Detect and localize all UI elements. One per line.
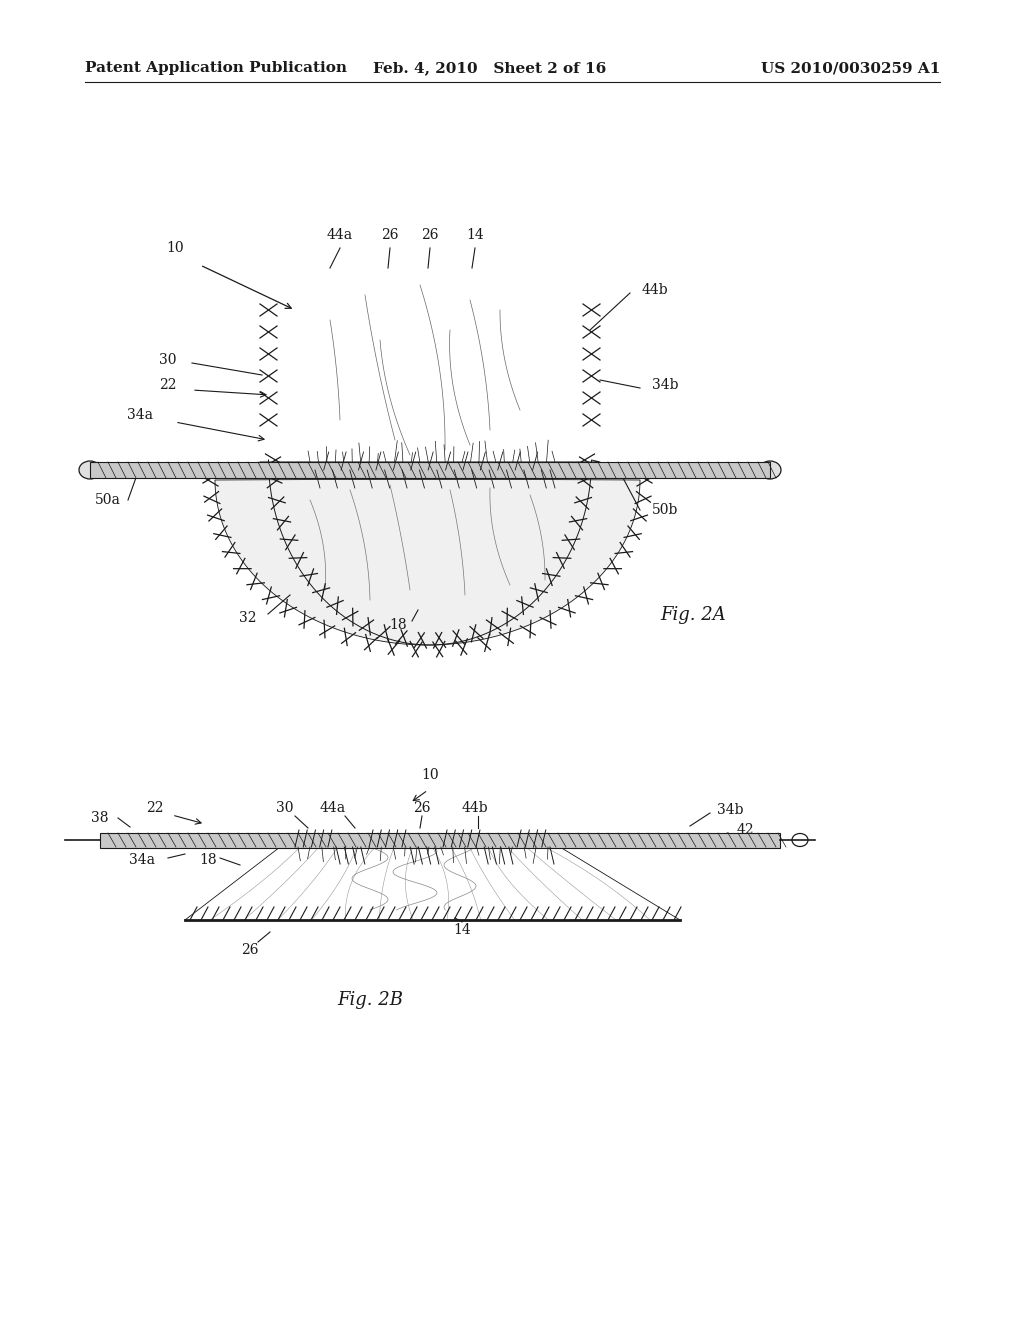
- Text: 26: 26: [381, 228, 398, 242]
- Text: 50a: 50a: [95, 492, 121, 507]
- Text: Feb. 4, 2010   Sheet 2 of 16: Feb. 4, 2010 Sheet 2 of 16: [374, 61, 606, 75]
- Text: 34b: 34b: [651, 378, 678, 392]
- Text: 30: 30: [276, 801, 294, 814]
- Text: 26: 26: [421, 228, 438, 242]
- Text: 10: 10: [166, 242, 184, 255]
- Text: 34a: 34a: [129, 853, 155, 867]
- Ellipse shape: [759, 461, 781, 479]
- Text: 18: 18: [389, 618, 407, 632]
- Text: 26: 26: [414, 801, 431, 814]
- Text: 44a: 44a: [319, 801, 346, 814]
- Ellipse shape: [792, 833, 808, 846]
- Text: 44b: 44b: [462, 801, 488, 814]
- Text: US 2010/0030259 A1: US 2010/0030259 A1: [761, 61, 940, 75]
- Text: 22: 22: [146, 801, 164, 814]
- Text: 18: 18: [200, 853, 217, 867]
- Text: 14: 14: [466, 228, 484, 242]
- Bar: [100, 833, 780, 847]
- Text: 26: 26: [242, 942, 259, 957]
- Text: Fig. 2B: Fig. 2B: [337, 991, 403, 1008]
- Text: 14: 14: [454, 923, 471, 937]
- Text: 32: 32: [240, 611, 257, 624]
- Text: 22: 22: [160, 378, 177, 392]
- Text: Fig. 2A: Fig. 2A: [660, 606, 726, 624]
- Text: 34b: 34b: [717, 803, 743, 817]
- Text: Patent Application Publication: Patent Application Publication: [85, 61, 347, 75]
- Text: 10: 10: [421, 768, 439, 781]
- Text: 30: 30: [160, 352, 177, 367]
- Ellipse shape: [79, 461, 101, 479]
- Text: 44a: 44a: [327, 228, 353, 242]
- Text: 44b: 44b: [642, 282, 669, 297]
- Text: 50b: 50b: [652, 503, 678, 517]
- Text: 38: 38: [91, 810, 109, 825]
- Polygon shape: [215, 478, 640, 645]
- Polygon shape: [260, 459, 600, 645]
- Text: 34a: 34a: [127, 408, 153, 422]
- Bar: [90, 462, 770, 478]
- Text: 42: 42: [736, 822, 754, 837]
